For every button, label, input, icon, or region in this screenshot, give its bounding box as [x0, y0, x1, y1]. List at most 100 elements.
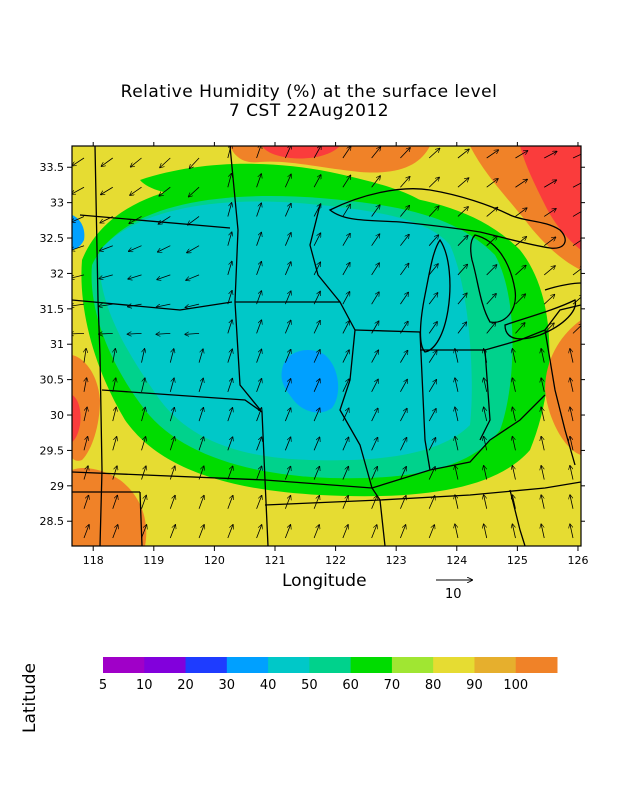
wind-arrow — [572, 238, 581, 247]
wind-arrow — [83, 407, 87, 422]
wind-arrow — [256, 496, 262, 509]
wind-arrow — [112, 525, 118, 539]
wind-arrow — [256, 291, 262, 305]
wind-arrow — [455, 524, 459, 539]
wind-arrow — [99, 274, 113, 279]
wind-arrow — [198, 378, 203, 392]
wind-arrow — [83, 466, 88, 480]
colorbar-label: 50 — [301, 678, 318, 693]
wind-arrow — [100, 245, 113, 251]
border-line — [354, 329, 431, 471]
x-tick-label: 120 — [204, 554, 225, 567]
wind-arrow — [227, 320, 232, 334]
wind-arrow — [284, 204, 291, 217]
wind-arrow — [158, 216, 171, 224]
colorbar-label: 90 — [466, 678, 483, 693]
wind-arrow — [371, 176, 380, 188]
wind-arrow — [544, 209, 556, 217]
wind-arrow — [455, 378, 459, 392]
wind-arrow — [157, 274, 171, 280]
border-line — [101, 389, 263, 413]
colorbar-label: 60 — [342, 678, 359, 693]
wind-arrow — [400, 409, 406, 422]
wind-arrow — [541, 349, 545, 363]
wind-arrow — [371, 321, 379, 334]
wind-arrow — [572, 153, 581, 159]
wind-arrow — [428, 177, 439, 188]
colorbar-swatch — [226, 657, 269, 673]
wind-arrow — [543, 323, 554, 334]
wind-arrow — [284, 146, 291, 159]
wind-arrow — [284, 174, 291, 188]
wind-arrow — [256, 379, 262, 392]
wind-arrow — [313, 262, 320, 276]
wind-arrow — [572, 266, 581, 276]
humidity-field — [72, 146, 581, 546]
wind-arrow — [543, 295, 554, 305]
wind-arrow — [342, 408, 349, 422]
wind-arrow — [169, 437, 174, 451]
wind-arrow — [484, 378, 488, 392]
border-line — [235, 301, 381, 501]
wind-arrow — [342, 292, 350, 305]
wind-arrow — [512, 378, 516, 392]
lake-outlines — [328, 188, 581, 353]
wind-arrow — [543, 266, 555, 276]
wind-arrow — [400, 206, 409, 217]
y-tick-label: 32 — [50, 267, 64, 280]
colorbar-swatch — [433, 657, 475, 673]
wind-arrow — [428, 149, 439, 159]
wind-arrow — [486, 179, 498, 188]
wind-arrow — [158, 245, 171, 252]
wind-arrow — [284, 467, 290, 480]
wind-arrow — [484, 407, 488, 422]
wind-arrow — [541, 495, 545, 509]
boundary-lines — [72, 146, 581, 546]
wind-arrow — [198, 408, 203, 422]
wind-arrow — [342, 467, 348, 480]
colorbar-swatch — [103, 657, 145, 673]
wind-arrow — [129, 216, 142, 223]
wind-arrow — [141, 437, 146, 451]
wind-arrow — [227, 379, 233, 392]
wind-arrow — [159, 186, 171, 196]
wind-arrow — [484, 524, 488, 539]
wind-arrow — [169, 525, 175, 539]
wind-arrow — [284, 262, 290, 276]
border-line — [309, 204, 341, 303]
wind-arrow — [515, 208, 526, 217]
wind-arrow — [371, 263, 380, 276]
wind-arrow — [284, 379, 290, 392]
wind-arrow — [512, 349, 516, 363]
wind-arrow — [543, 237, 555, 247]
wind-arrow — [160, 157, 171, 168]
fill-blue — [281, 350, 339, 413]
wind-arrow — [570, 524, 574, 539]
wind-arrow — [141, 408, 146, 422]
wind-arrow — [541, 437, 545, 451]
wind-arrow — [484, 437, 488, 451]
wind-arrow — [428, 496, 435, 509]
y-tick-label: 28.5 — [40, 515, 65, 528]
wind-arrow — [284, 408, 290, 422]
wind-arrow — [457, 178, 469, 188]
lake-outline — [328, 188, 566, 249]
wind-arrow — [400, 177, 409, 188]
wind-arrow — [428, 438, 435, 451]
wind-arrow — [189, 186, 200, 196]
border-line — [72, 471, 373, 489]
wind-arrow — [428, 206, 439, 217]
wind-arrow — [342, 234, 350, 246]
colorbar-swatch — [391, 657, 434, 673]
fill-green-north — [140, 163, 440, 215]
y-tick-label: 32.5 — [40, 232, 65, 245]
border-line — [79, 214, 231, 229]
x-axis: 118 119 120 121 122 123 124 125 126 — [83, 142, 588, 567]
wind-arrow — [313, 204, 321, 217]
wind-arrow — [515, 265, 525, 276]
border-line — [544, 329, 576, 466]
wind-arrow — [342, 205, 350, 217]
wind-arrow — [570, 495, 574, 509]
chart-subtitle: 7 CST 22Aug2012 — [228, 101, 390, 121]
wind-arrow — [185, 303, 200, 307]
